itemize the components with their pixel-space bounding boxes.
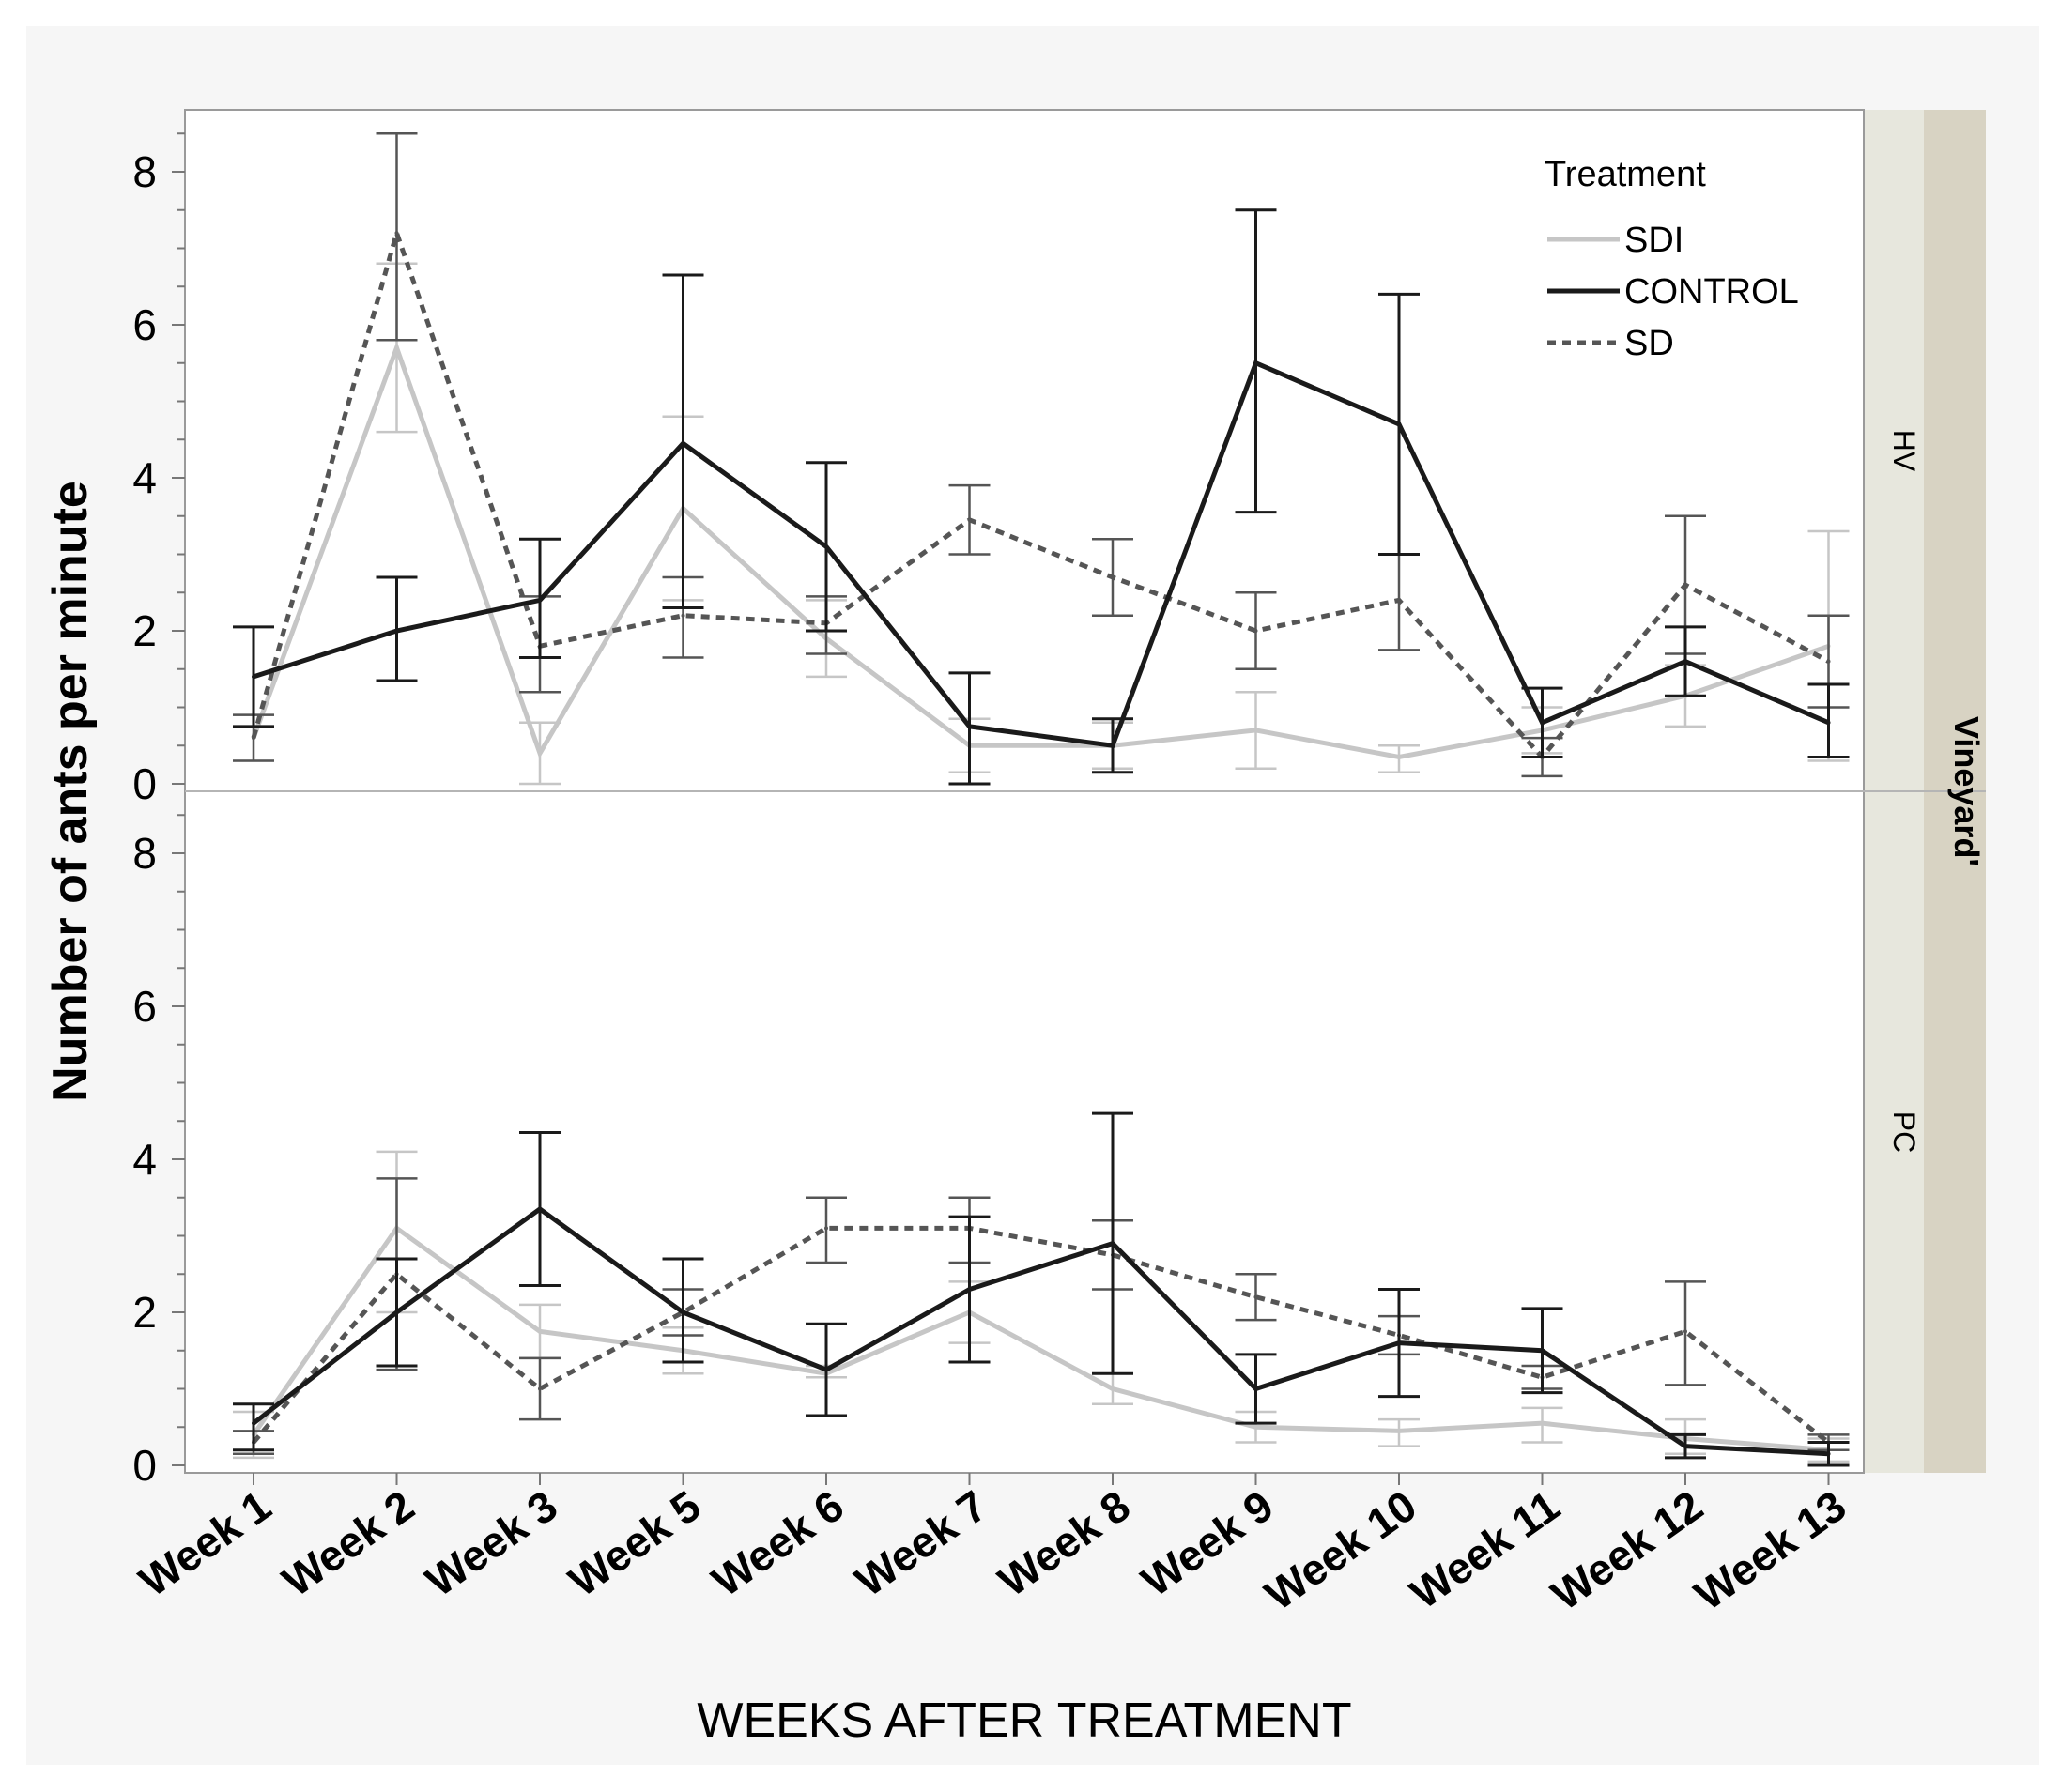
data-point-pc-sdi (1111, 1386, 1115, 1391)
data-point-hv-sdi (1397, 755, 1401, 759)
y-tick-label-hv: 6 (132, 300, 157, 349)
series-pc-control (233, 1111, 1850, 1467)
x-tick-label: Week 5 (560, 1481, 709, 1606)
data-point-hv-control (252, 674, 255, 679)
data-point-hv-control (824, 544, 828, 549)
data-point-pc-sdi (1397, 1429, 1401, 1433)
data-point-hv-control (1111, 743, 1115, 748)
data-point-pc-control (252, 1421, 255, 1426)
data-point-pc-control (1397, 1340, 1401, 1345)
series-line-pc-sd (252, 1225, 1831, 1445)
data-point-hv-sd (1397, 598, 1401, 603)
x-tick-label: Week 11 (1401, 1481, 1568, 1618)
strip-pc (1864, 791, 1924, 1473)
data-point-pc-control (681, 1310, 685, 1314)
y-tick-label-pc: 8 (132, 829, 157, 878)
legend-title: Treatment (1545, 155, 1706, 194)
data-point-pc-sd (538, 1386, 542, 1391)
x-tick-label: Week 2 (273, 1481, 423, 1606)
data-point-hv-sd (681, 613, 685, 618)
x-tick-label: Week 12 (1543, 1481, 1712, 1620)
legend: Treatment SDI CONTROL SD (1545, 155, 1799, 363)
data-point-hv-sd (1111, 574, 1115, 579)
data-point-pc-sdi (1540, 1421, 1545, 1426)
data-point-pc-control (967, 1287, 972, 1292)
data-point-hv-control (681, 441, 685, 446)
panel-background-pc (185, 791, 1864, 1473)
data-point-hv-sdi (1253, 728, 1258, 732)
data-point-hv-control (1397, 421, 1401, 426)
y-tick-label-hv: 0 (132, 759, 157, 808)
data-point-hv-sd (1683, 583, 1687, 588)
data-point-pc-control (1111, 1241, 1115, 1246)
y-axis-title: Number of ants per minute (43, 481, 98, 1102)
x-tick-label: Week 3 (417, 1481, 566, 1606)
data-point-hv-sdi (538, 751, 542, 756)
x-tick-label: Week 8 (990, 1481, 1139, 1606)
data-point-pc-sdi (538, 1329, 542, 1334)
series-line-pc-control (252, 1205, 1829, 1457)
data-point-hv-control (967, 724, 972, 728)
strip-label-pc: PC (1887, 1111, 1921, 1153)
data-point-pc-control (1826, 1451, 1831, 1456)
data-point-hv-sd (1253, 629, 1258, 633)
strip-label-hv: HV (1887, 430, 1921, 472)
data-point-hv-sdi (394, 345, 399, 350)
data-point-pc-sd (824, 1226, 828, 1231)
data-point-hv-control (394, 629, 399, 633)
data-point-hv-control (1683, 659, 1687, 664)
legend-label-control: CONTROL (1624, 272, 1799, 312)
x-tick-label: Week 7 (846, 1481, 995, 1606)
y-tick-label-hv: 8 (132, 147, 157, 196)
x-tick-label: Week 13 (1685, 1481, 1854, 1620)
x-tick-label: Week 6 (703, 1481, 853, 1606)
series-line-pc-sdi (251, 1224, 1829, 1453)
data-point-pc-control (1253, 1386, 1258, 1391)
x-tick-label: Week 10 (1256, 1481, 1425, 1620)
data-point-pc-control (1683, 1444, 1687, 1448)
legend-label-sd: SD (1624, 324, 1674, 363)
y-tick-label-pc: 4 (132, 1135, 157, 1184)
data-point-hv-sd (967, 517, 972, 522)
y-tick-label-hv: 4 (132, 453, 157, 502)
x-tick-label: Week 9 (1132, 1481, 1282, 1606)
data-point-pc-sdi (1253, 1425, 1258, 1430)
strip-hv (1864, 110, 1924, 791)
series-line-hv-sd (251, 224, 1830, 761)
data-point-pc-sd (1253, 1294, 1258, 1299)
legend-label-sdi: SDI (1624, 221, 1683, 260)
data-point-pc-control (824, 1368, 828, 1372)
series (233, 132, 1850, 1467)
x-axis-title: WEEKS AFTER TREATMENT (697, 1693, 1351, 1748)
series-line-hv-sdi (251, 341, 1830, 760)
panel-background-hv (185, 110, 1864, 791)
data-point-hv-sd (1826, 659, 1831, 664)
strip-label-vineyard: Vineyard' (1947, 716, 1986, 866)
y-tick-label-hv: 2 (132, 606, 157, 655)
data-point-hv-sd (252, 736, 255, 741)
series-hv-control (233, 208, 1850, 786)
data-point-hv-control (538, 598, 542, 603)
data-point-pc-control (394, 1310, 399, 1314)
y-tick-label-pc: 0 (132, 1441, 157, 1490)
data-point-pc-control (538, 1206, 542, 1211)
data-point-pc-sd (1683, 1329, 1687, 1334)
y-tick-label-pc: 6 (132, 982, 157, 1031)
x-tick-label: Week 1 (131, 1481, 280, 1606)
data-point-hv-control (1826, 720, 1831, 725)
data-point-pc-control (1540, 1348, 1545, 1353)
data-point-hv-control (1540, 720, 1545, 725)
data-point-hv-sd (394, 231, 399, 236)
y-tick-label-pc: 2 (132, 1288, 157, 1337)
series-line-hv-control (253, 360, 1830, 748)
data-point-hv-control (1253, 360, 1258, 365)
